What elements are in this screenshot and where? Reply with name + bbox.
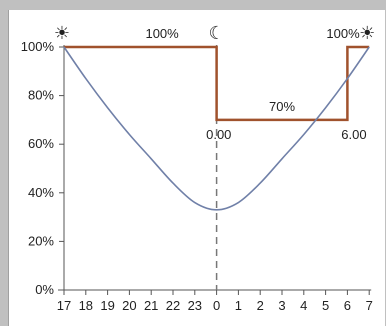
series-line-curve (63, 46, 370, 211)
x-tick-label: 20 (122, 298, 136, 313)
x-tick-label: 0 (213, 298, 220, 313)
x-tick-label: 4 (300, 298, 307, 313)
data-label: 0.00 (206, 127, 231, 142)
data-label: 100% (326, 26, 360, 41)
chart-svg: 0%20%40%60%80%100%17 18 19 20 21 22 23 0 1 2 3 4 5 6 7… (21, 23, 376, 313)
x-tick-label: 18 (79, 298, 93, 313)
x-tick-label: 7 (366, 298, 373, 313)
y-tick-label: 100% (21, 39, 55, 54)
x-tick-label: 6 (344, 298, 351, 313)
x-tick-label: 21 (144, 298, 158, 313)
y-tick-label: 60% (28, 136, 54, 151)
x-tick-label: 5 (322, 298, 329, 313)
series-line-brightness-schedule (64, 45, 370, 122)
x-tick-label: 23 (188, 298, 202, 313)
chart-frame: 0% 20% 40% 60% 80% 100% 17 18 19 20 21 22 23 0 1 2 3 4 5 6 7… (8, 10, 385, 326)
data-label: 100% (145, 26, 179, 41)
y-tick-label: 0% (35, 282, 54, 297)
x-tick-label: 3 (278, 298, 285, 313)
y-tick-label: 40% (28, 185, 54, 200)
moon-icon: ☾ (209, 23, 225, 43)
y-tick-label: 20% (28, 233, 54, 248)
x-tick-label: 19 (100, 298, 114, 313)
data-label: 70% (269, 99, 295, 114)
x-tick-label: 1 (235, 298, 242, 313)
x-tick-label: 17 (57, 298, 71, 313)
x-tick-label: 22 (166, 298, 180, 313)
x-tick-label: 2 (257, 298, 264, 313)
sun-icon: ☀ (54, 23, 70, 43)
sun-icon: ☀ (359, 23, 375, 43)
data-label: 6.00 (341, 127, 366, 142)
y-tick-label: 80% (28, 88, 54, 103)
